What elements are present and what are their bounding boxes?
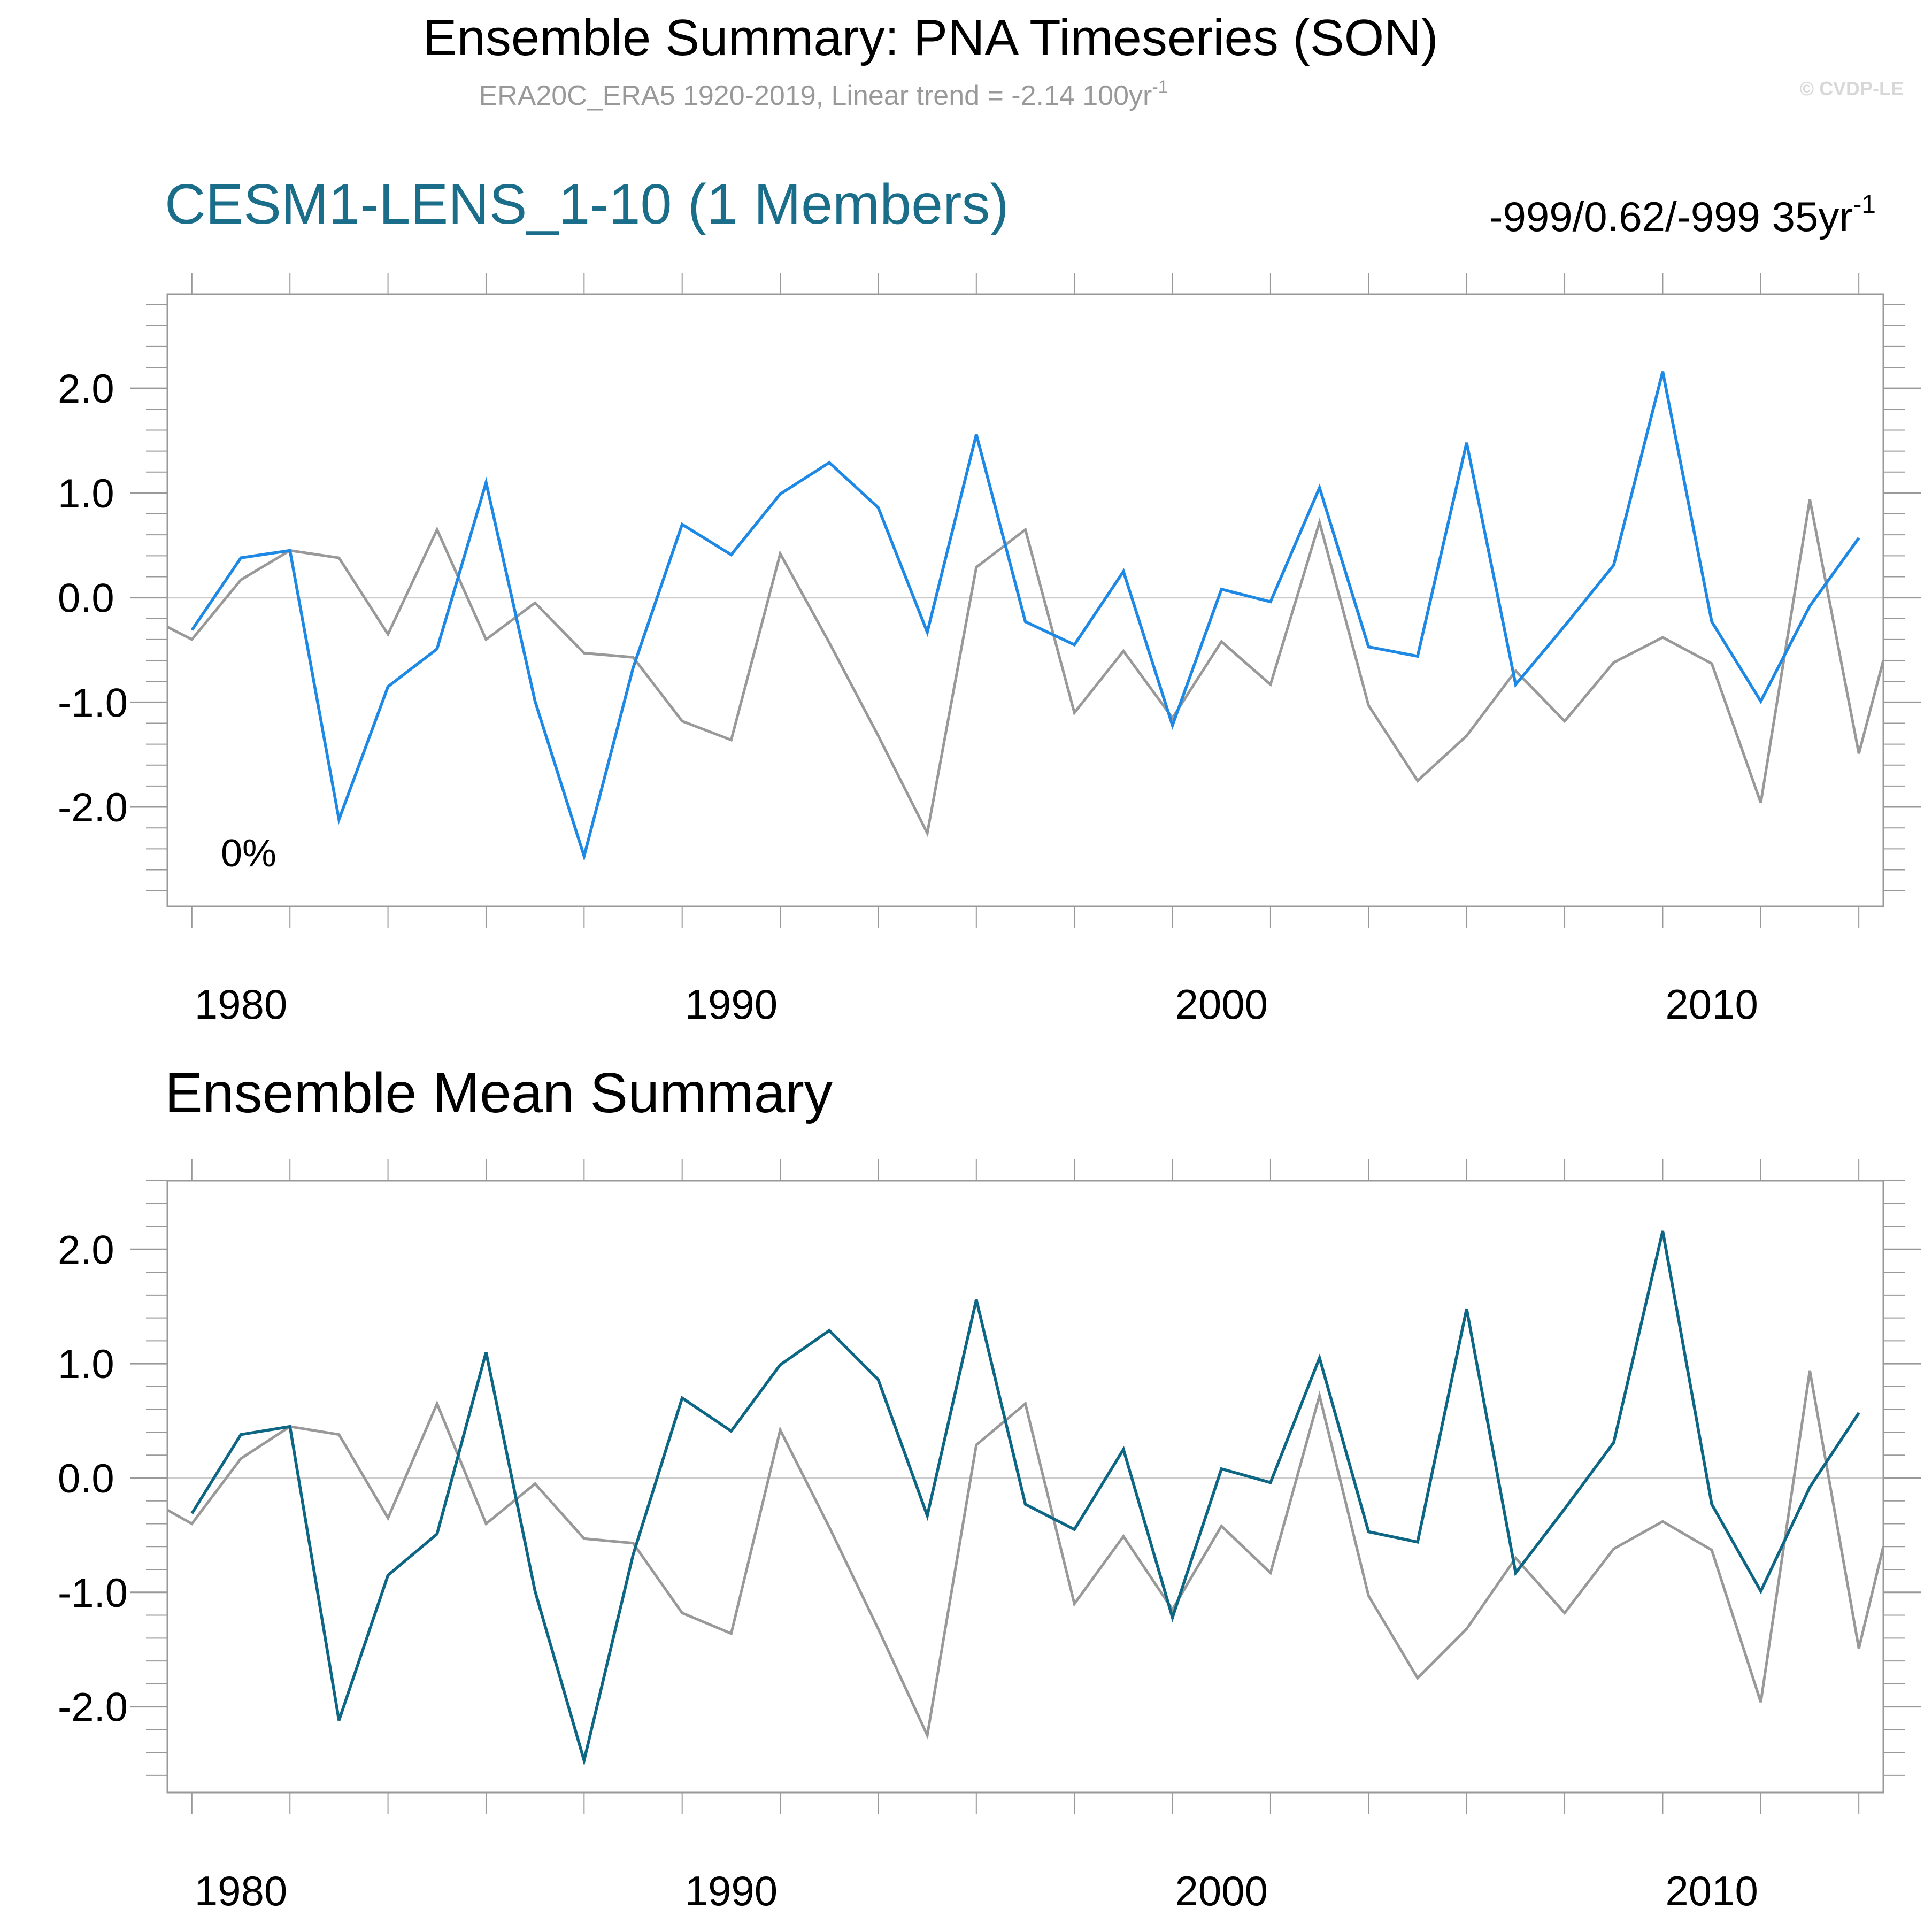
panel1-annotation: 0%	[221, 832, 276, 875]
y-tick-label: -1.0	[58, 680, 128, 726]
panel1-right-label: -999/0.62/-999 35yr-1	[1489, 190, 1876, 240]
x-tick-label: 1990	[685, 981, 778, 1028]
x-tick-label: 2010	[1665, 1867, 1758, 1914]
figure-subtitle: ERA20C_ERA5 1920-2019, Linear trend = -2…	[479, 77, 1168, 111]
x-tick-label: 2010	[1665, 981, 1758, 1028]
figure-subtitle-main: ERA20C_ERA5 1920-2019, Linear trend = -2…	[479, 80, 1152, 111]
y-tick-label: -2.0	[58, 1685, 128, 1730]
plot-frame	[166, 293, 1884, 907]
ensemble-mean-series-line	[190, 1230, 1860, 1766]
x-tick-label: 1980	[195, 1867, 288, 1914]
panel1-plot: -2.0 -1.0 0.0 1.0 2.0 1980 1990 2000 2010	[58, 273, 1921, 1028]
x-tick-label: 2000	[1175, 981, 1268, 1028]
x-tick-label: 1990	[685, 1867, 778, 1914]
panel2-title: Ensemble Mean Summary	[165, 1061, 833, 1125]
y-tick-label: 1.0	[58, 471, 114, 517]
figure-title: Ensemble Summary: PNA Timeseries (SON)	[422, 9, 1438, 66]
member-series-line	[190, 371, 1860, 862]
y-tick-label: 2.0	[58, 1227, 114, 1273]
x-tick-label: 2000	[1175, 1867, 1268, 1914]
panel1-right-label-sup: -1	[1853, 190, 1876, 219]
watermark: © CVDP-LE	[1799, 78, 1904, 99]
panel2-plot: -2.0 -1.0 0.0 1.0 2.0 1980 1990 2000 2010	[58, 1159, 1921, 1914]
y-tick-label: -2.0	[58, 785, 128, 830]
y-tick-label: -1.0	[58, 1571, 128, 1616]
figure-subtitle-sup: -1	[1152, 77, 1168, 97]
observed-series-line	[167, 1370, 1883, 1740]
observed-series-line	[167, 499, 1883, 837]
panel1-right-label-main: -999/0.62/-999 35yr	[1489, 193, 1853, 240]
y-tick-label: 0.0	[58, 576, 114, 621]
x-tick-label: 1980	[195, 981, 288, 1028]
panel1-title: CESM1-LENS_1-10 (1 Members)	[165, 173, 1009, 236]
y-tick-label: 1.0	[58, 1342, 114, 1387]
y-tick-label: 0.0	[58, 1456, 114, 1502]
y-tick-label: 2.0	[58, 366, 114, 412]
plot-frame	[166, 1180, 1884, 1794]
